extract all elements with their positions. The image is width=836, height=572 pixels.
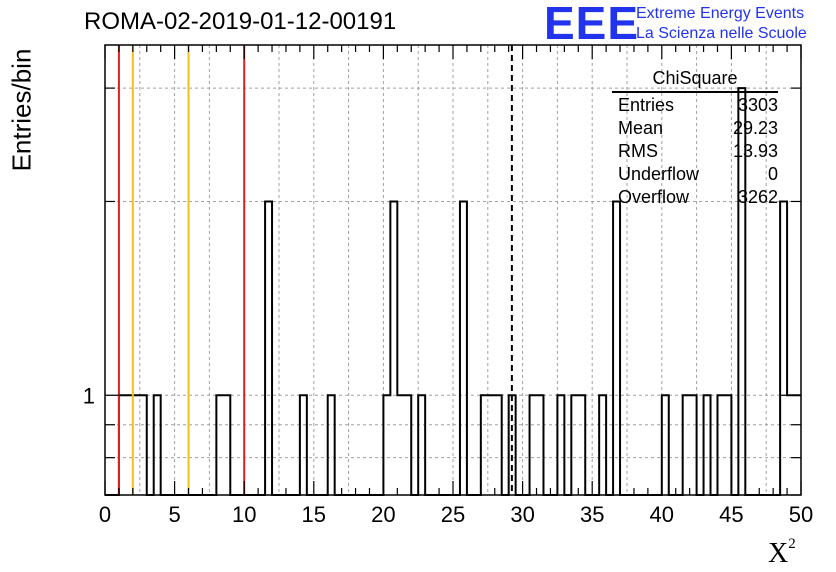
x-tick-label: 45 [719,502,743,527]
stats-value: 29.23 [732,118,778,138]
x-tick-label: 0 [99,502,111,527]
histogram-bin [488,395,495,495]
histogram-bin [613,201,620,495]
x-tick-label: 40 [650,502,674,527]
histogram-bin [418,395,425,495]
histogram-bin [662,395,669,495]
x-axis-label: X2 [768,536,796,570]
histogram-bin [133,395,140,495]
histogram-bin [724,395,731,495]
stats-row: Underflow 0 [612,163,778,186]
histogram-bin [328,395,335,495]
stats-value: 0 [767,164,778,184]
stats-row: Mean 29.23 [612,117,778,140]
histogram-bin [530,395,537,495]
histogram-bin [460,201,467,495]
x-tick-label: 15 [302,502,326,527]
histogram-bin [787,395,794,495]
histogram-bin [390,201,397,495]
x-tick-label: 10 [232,502,256,527]
histogram-bin [140,395,147,495]
histogram-bin [397,395,404,495]
stats-value: 13.93 [732,141,778,161]
stats-row: Overflow 3262 [612,186,778,209]
histogram-bin [495,395,502,495]
histogram-bin [223,395,230,495]
y-axis-label: Entries/bin [6,48,37,172]
histogram-bin [154,395,161,495]
x-tick-label: 35 [580,502,604,527]
x-tick-label: 20 [371,502,395,527]
stats-label: RMS [618,141,658,161]
stats-label: Entries [618,95,675,115]
x-tick-label: 5 [168,502,180,527]
histogram-bin [216,395,223,495]
histogram-bin [578,395,585,495]
y-tick-label: 1 [83,383,95,408]
organization-line-2: La Scienza nelle Scuole [636,25,807,42]
histogram-bin [780,201,787,495]
histogram-bin [404,395,411,495]
plot-title: ROMA-02-2019-01-12-00191 [84,8,397,35]
histogram-bin [690,395,697,495]
organization-label: Extreme Energy Events La Scienza nelle S… [636,4,807,44]
stats-row: RMS 13.93 [612,140,778,163]
histogram-bin [557,395,564,495]
histogram-bin [119,395,126,495]
histogram-bin [794,395,801,495]
stats-value: 3262 [737,187,778,207]
histogram-bin [537,395,544,495]
stats-value: 3303 [737,95,778,115]
histogram-bin [704,395,711,495]
x-tick-label: 25 [441,502,465,527]
x-tick-label: 30 [510,502,534,527]
histogram-bin [383,395,390,495]
histogram-bin [265,201,272,495]
stats-title: ChiSquare [612,68,778,93]
histogram-bin [599,395,606,495]
histogram-bin [717,395,724,495]
stats-label: Mean [618,118,664,138]
histogram-bin [126,395,133,495]
stats-row: Entries 3303 [612,94,778,117]
eee-logo: EEE [544,0,640,49]
stats-label: Underflow [618,164,700,184]
organization-line-1: Extreme Energy Events [636,5,805,22]
x-axis-label-base: X [768,538,789,569]
histogram-bin [300,395,307,495]
stats-box: ChiSquare Entries 3303 Mean 29.23 RMS 13.93… [612,68,778,209]
x-tick-label: 50 [789,502,813,527]
histogram-bin [481,395,488,495]
histogram-bin [571,395,578,495]
x-axis-label-superscript: 2 [788,536,796,552]
stats-label: Overflow [618,187,690,207]
histogram-bin [683,395,690,495]
